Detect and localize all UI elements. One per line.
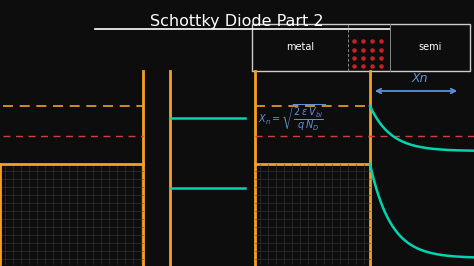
Text: metal: metal [286,43,314,52]
Text: semi: semi [419,43,442,52]
Bar [252,24,470,71]
Text: Xn: Xn [412,72,428,85]
Text: Schottky Diode Part 2: Schottky Diode Part 2 [150,14,324,29]
Text: $X_n = \sqrt{\dfrac{2\,\epsilon\,V_{bi}}{q\,N_D}}$: $X_n = \sqrt{\dfrac{2\,\epsilon\,V_{bi}}… [258,103,326,133]
